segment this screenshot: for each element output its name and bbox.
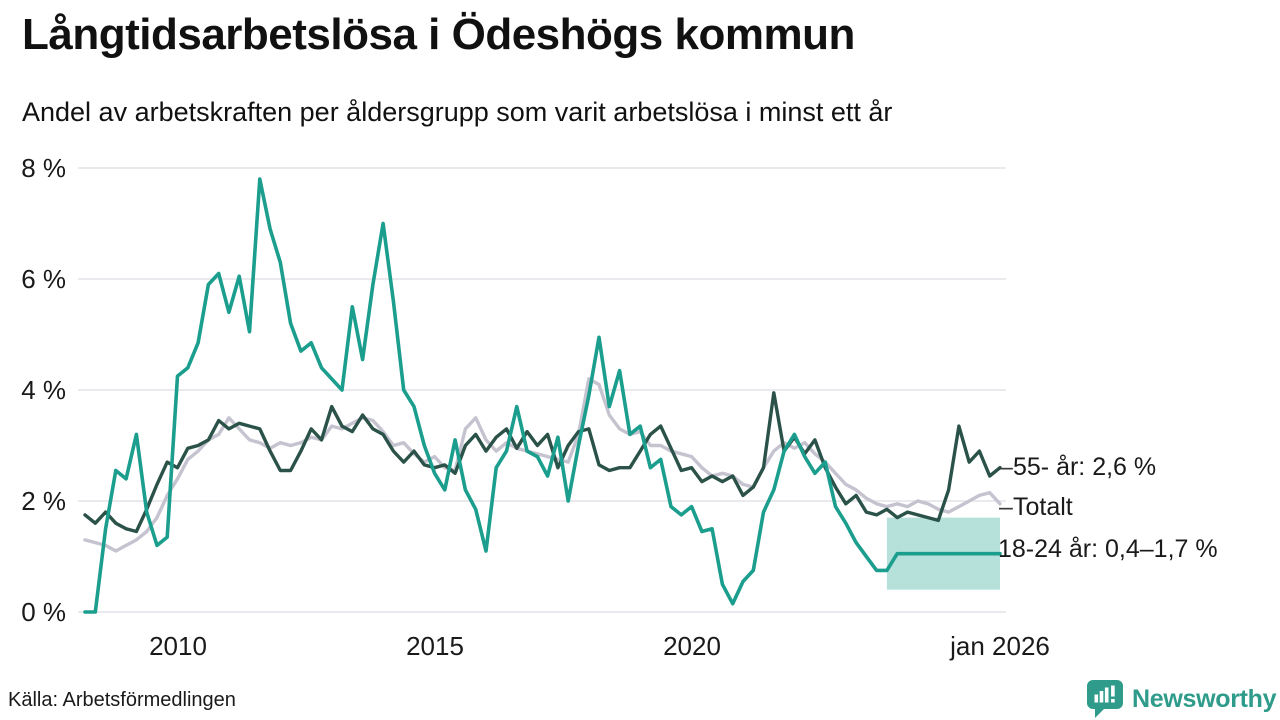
y-tick-label-2: 2 % bbox=[21, 486, 66, 516]
y-tick-label-4: 4 % bbox=[21, 375, 66, 405]
newsworthy-logo: Newsworthy bbox=[1086, 679, 1277, 719]
end-label-totalt: Totalt bbox=[1013, 493, 1073, 521]
line-end-dash-icon: – bbox=[999, 493, 1013, 521]
x-tick-label-2010: 2010 bbox=[149, 631, 207, 661]
newsworthy-wordmark: Newsworthy bbox=[1132, 684, 1277, 713]
y-tick-label-6: 6 % bbox=[21, 264, 66, 294]
end-label-18-24-ar: 18-24 år: 0,4–1,7 % bbox=[998, 535, 1218, 563]
x-tick-label-jan-2026: jan 2026 bbox=[950, 631, 1050, 661]
x-tick-label-2015: 2015 bbox=[406, 631, 464, 661]
x-tick-label-2020: 2020 bbox=[663, 631, 721, 661]
chart-subtitle: Andel av arbetskraften per åldersgrupp s… bbox=[22, 97, 893, 127]
y-tick-label-0: 0 % bbox=[21, 597, 66, 627]
end-label-55-ar: 55- år: 2,6 % bbox=[1013, 453, 1157, 481]
newsworthy-logo-icon bbox=[1087, 680, 1123, 718]
y-tick-label-8: 8 % bbox=[21, 153, 66, 183]
line-end-dash-icon: – bbox=[999, 453, 1013, 481]
chart-title: Långtidsarbetslösa i Ödeshögs kommun bbox=[22, 10, 855, 59]
source-note: Källa: Arbetsförmedlingen bbox=[8, 689, 236, 711]
